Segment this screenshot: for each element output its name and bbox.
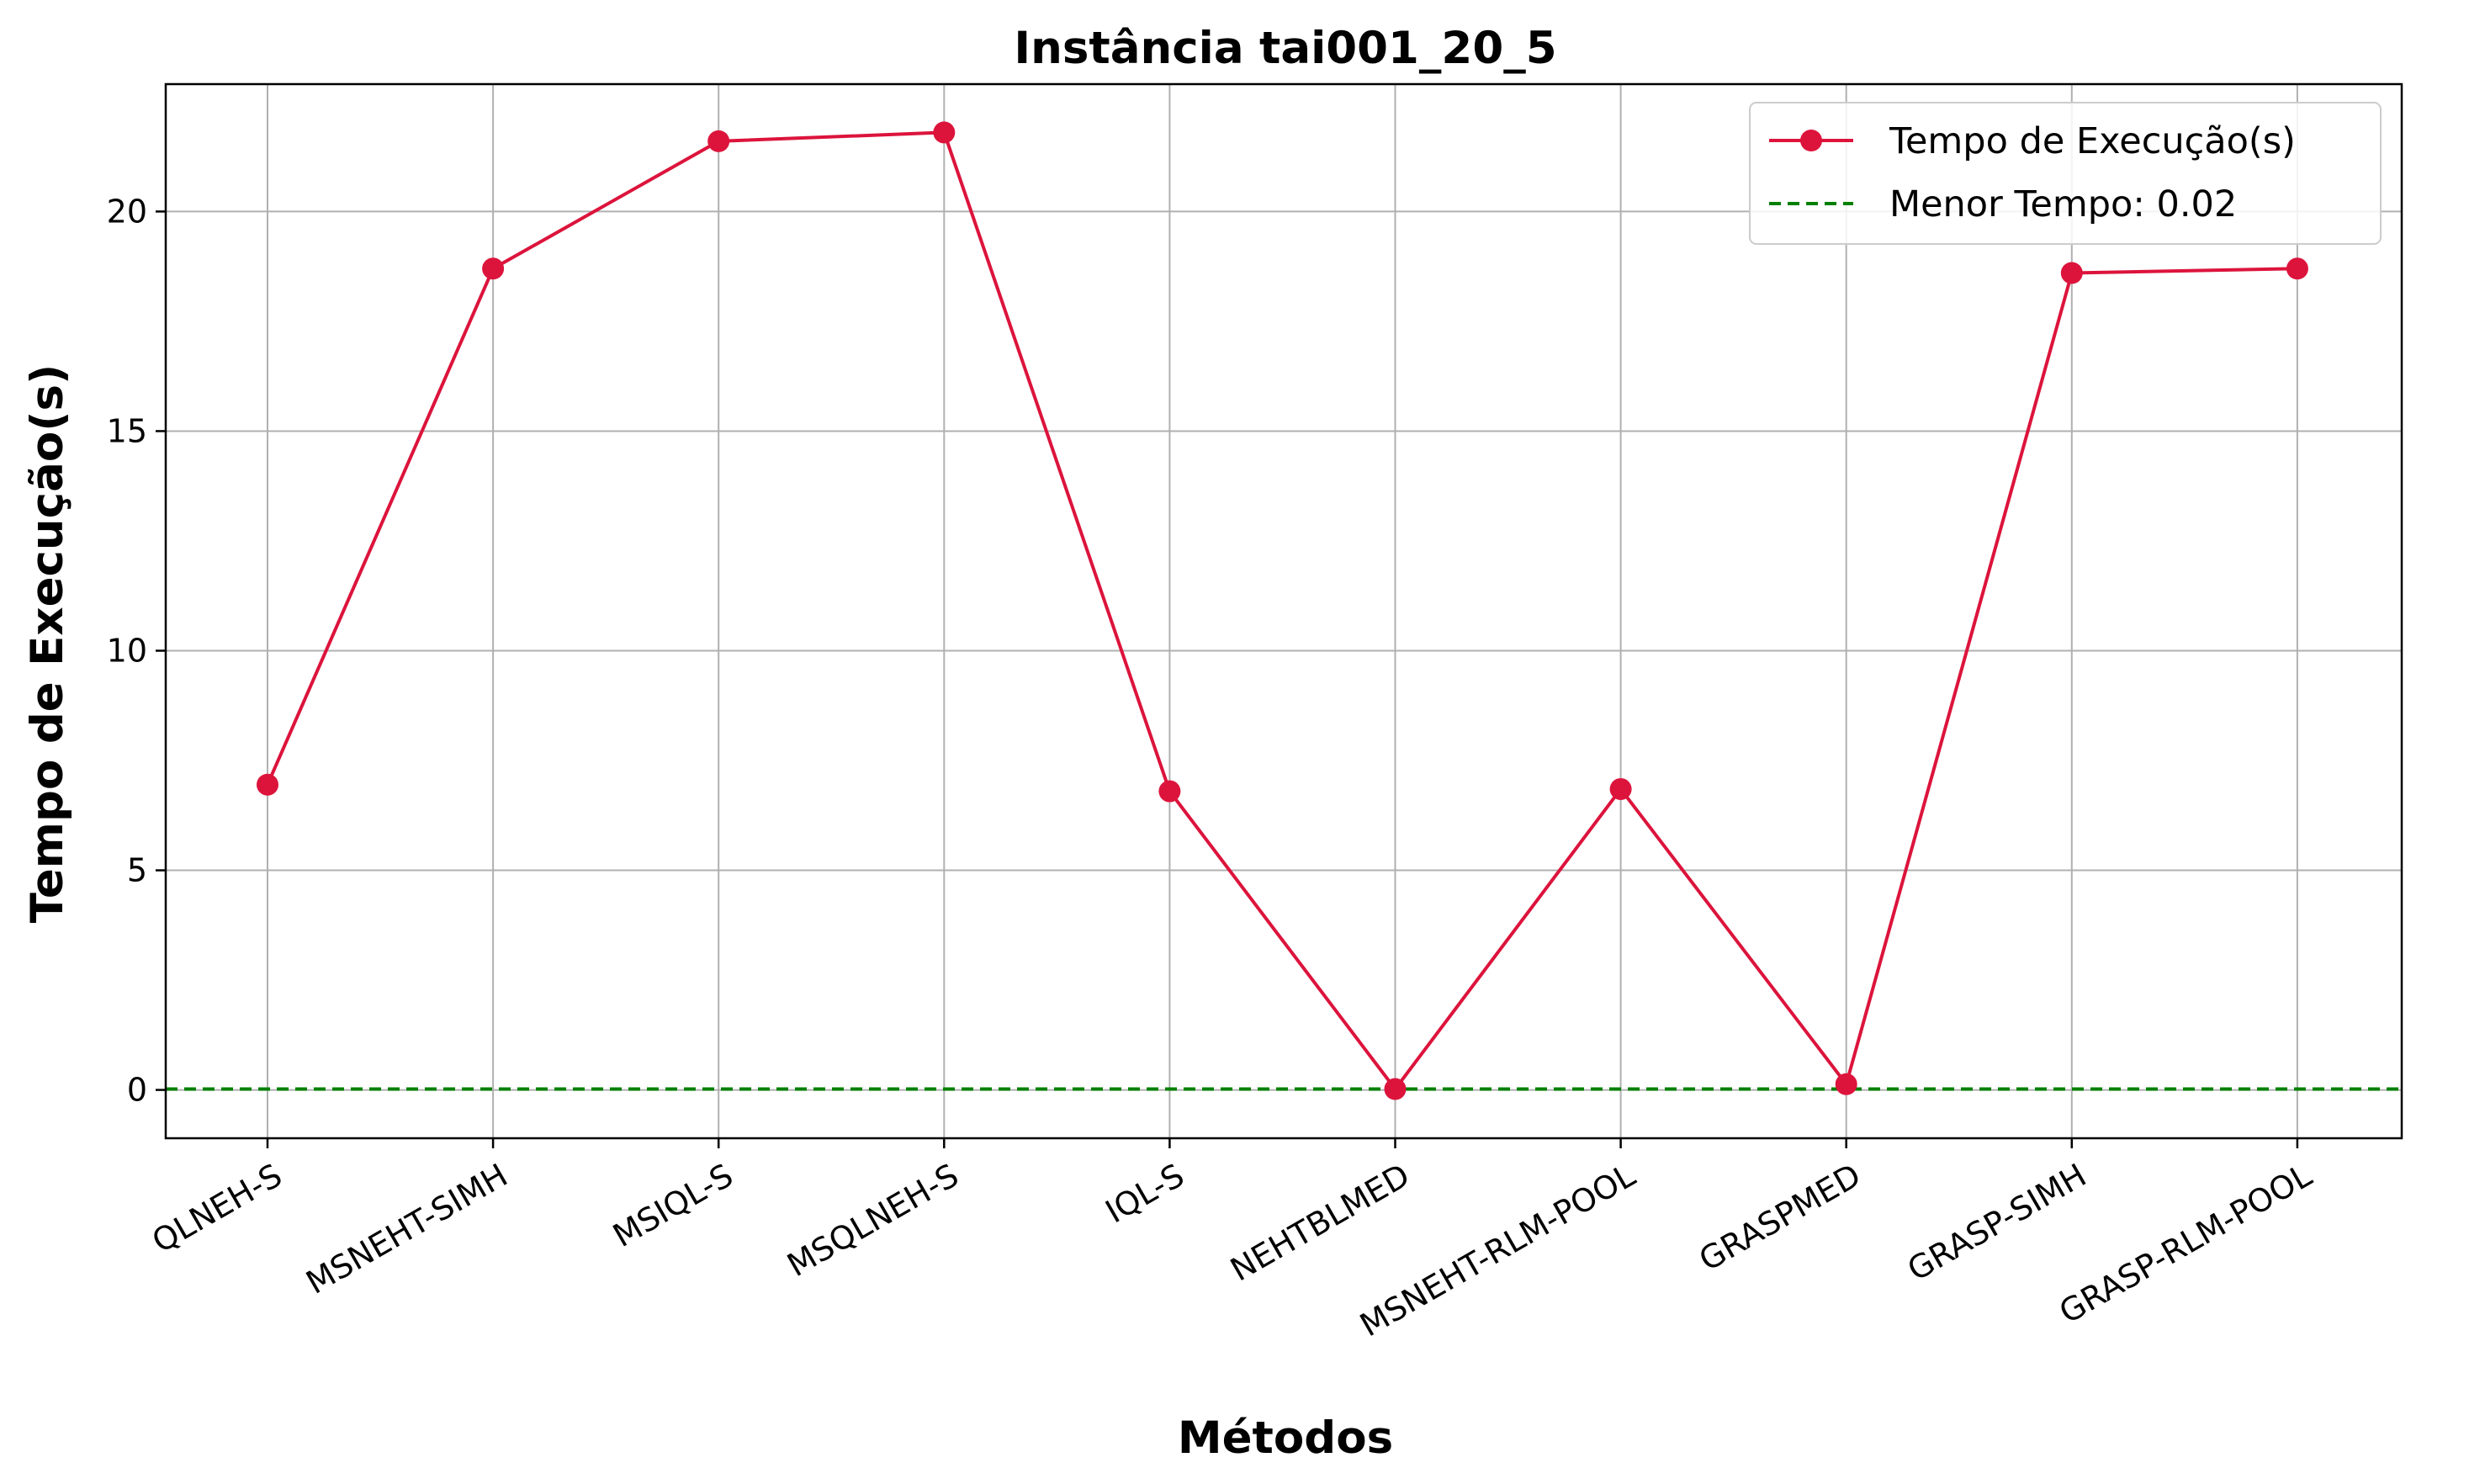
y-tick-label: 0 [127,1072,147,1109]
series-group [257,121,2308,1100]
data-point [482,257,505,280]
data-point [933,121,956,144]
legend-box [1749,102,2382,245]
data-point [1158,780,1181,803]
legend-series-marker [1800,130,1822,151]
data-point [1609,777,1632,800]
y-axis-ticks: 0 5 10 15 20 [107,193,166,1109]
data-point [1384,1078,1407,1100]
legend-series-label: Tempo de Execução(s) [1889,120,2296,162]
data-point [707,130,730,152]
chart-title: Instância tai001_20_5 [1014,23,1556,74]
data-point [2060,262,2083,284]
series-line [266,130,2297,1091]
legend: Tempo de Execução(s) Menor Tempo: 0.02 [1749,102,2382,245]
y-axis-label: Tempo de Execução(s) [22,364,73,924]
y-tick-label: 15 [107,412,147,449]
plot-frame [164,82,2403,1140]
y-tick-label: 5 [127,852,147,889]
data-point [257,773,278,796]
x-axis-label: Métodos [1178,1412,1393,1464]
y-tick-label: 10 [107,632,147,669]
y-tick-label: 20 [107,193,147,230]
data-point [2286,257,2308,280]
data-point [1835,1073,1857,1095]
legend-reference-label: Menor Tempo: 0.02 [1889,183,2237,225]
